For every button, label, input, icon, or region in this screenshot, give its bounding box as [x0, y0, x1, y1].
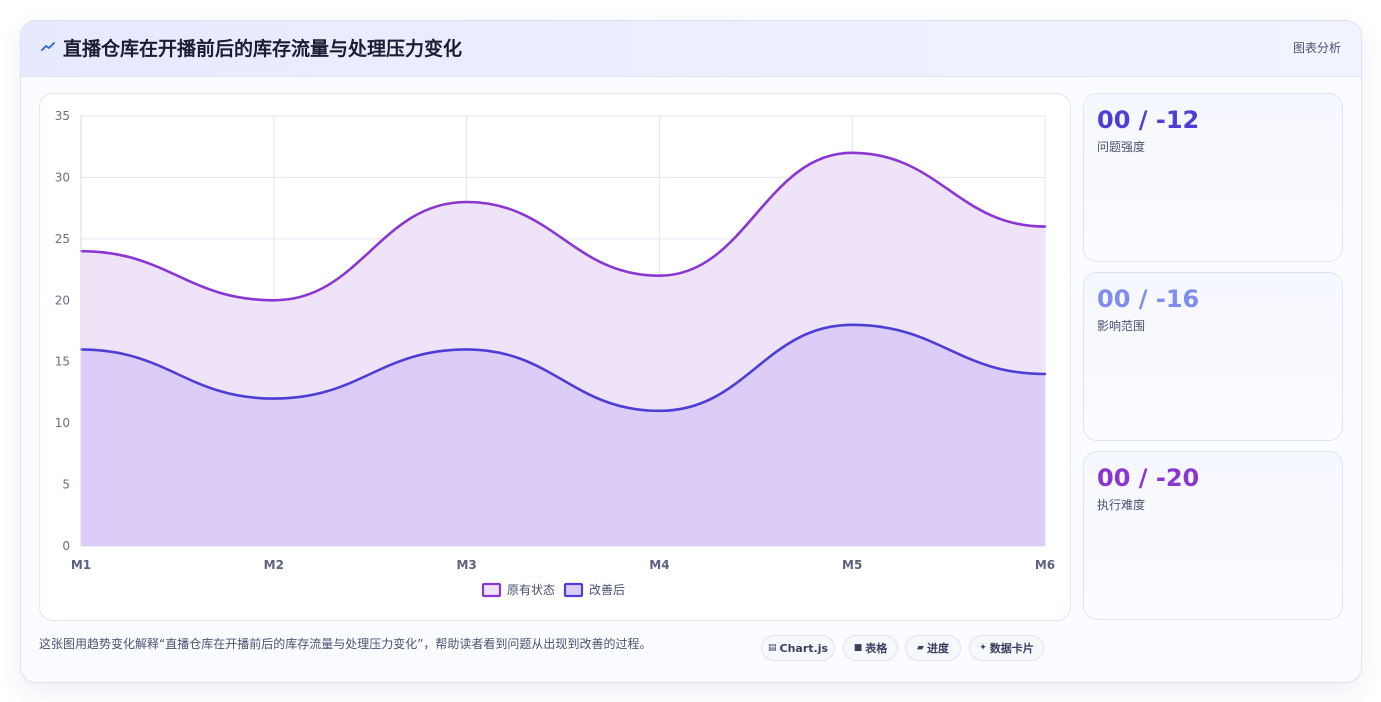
series-area-1: [81, 324, 1045, 546]
series-line-1: [80, 323, 1046, 413]
y-tick-label: 30: [55, 170, 70, 184]
chartjs-pill[interactable]: ▤ Chart.js: [761, 635, 835, 661]
metric-label: 问题强度: [1097, 140, 1146, 154]
pill-label: Chart.js: [779, 641, 829, 655]
x-tick-label: M6: [1035, 558, 1055, 572]
metric-card-execution-difficulty: 00 / -20 执行难度: [1083, 451, 1343, 620]
data-point: [1043, 225, 1047, 228]
metric-card-impact-scope: 00 / -16 影响范围: [1083, 272, 1343, 441]
chart-analysis-tag: 图表分析: [1292, 41, 1341, 55]
trend-icon: [41, 42, 55, 51]
data-point: [465, 348, 468, 351]
series-line-0: [80, 151, 1046, 302]
data-point: [851, 151, 854, 155]
data-point: [1043, 372, 1047, 376]
x-tick-label: M1: [71, 558, 91, 572]
data-point: [658, 409, 661, 413]
metric-label: 执行难度: [1097, 498, 1146, 512]
x-tick-label: M5: [842, 558, 862, 572]
legend-swatch: [481, 582, 502, 598]
chart-panel: 0 5 10 15 20 25 30 35 M1 M2 M3 M4 M5 M6 原有状态 改善后: [39, 93, 1071, 621]
y-tick-label: 5: [62, 478, 70, 492]
x-tick-label: M2: [264, 558, 284, 572]
legend-swatch: [563, 582, 584, 598]
y-tick-label: 10: [55, 416, 70, 430]
sparkle-icon: ✦: [979, 643, 987, 653]
data-point: [272, 397, 275, 400]
table-icon: ■: [853, 643, 863, 653]
data-card-pill[interactable]: ✦ 数据卡片: [969, 635, 1044, 661]
y-tick-label: 0: [62, 539, 70, 553]
data-point: [851, 323, 854, 327]
chart-icon: ▤: [767, 643, 777, 653]
y-tick-label: 35: [55, 109, 70, 123]
x-tick-label: M4: [649, 558, 669, 572]
progress-icon: ▰: [917, 643, 924, 653]
data-point: [658, 274, 661, 277]
chart-description: 这张图用趋势变化解释“直播仓库在开播前后的库存流量与处理压力变化”，帮助读者看到…: [39, 637, 652, 651]
x-tick-label: M3: [456, 558, 476, 572]
y-tick-label: 20: [55, 293, 70, 307]
metric-value: 00 / -12: [1097, 106, 1200, 134]
y-tick-label: 25: [55, 232, 70, 246]
area-chart: 0 5 10 15 20 25 30 35 M1 M2 M3 M4 M5 M6 原有状态 改善后: [55, 109, 1055, 598]
data-point: [272, 299, 275, 302]
metric-label: 影响范围: [1097, 319, 1146, 333]
legend-label: 原有状态: [507, 583, 555, 597]
card-header: 直播仓库在开播前后的库存流量与处理压力变化 图表分析: [21, 21, 1361, 77]
metric-value: 00 / -20: [1097, 464, 1200, 492]
table-pill[interactable]: ■ 表格: [843, 635, 898, 661]
legend-label: 改善后: [589, 582, 625, 597]
progress-pill[interactable]: ▰ 进度: [905, 635, 961, 661]
metric-value: 00 / -16: [1097, 285, 1200, 313]
metric-card-problem-intensity: 00 / -12 问题强度: [1083, 93, 1343, 262]
data-point: [465, 200, 468, 204]
pill-label: 表格: [865, 642, 888, 655]
page-title: 直播仓库在开播前后的库存流量与处理压力变化: [63, 38, 463, 60]
pill-label: 数据卡片: [989, 642, 1034, 655]
y-tick-label: 15: [55, 355, 70, 369]
chart-card: 直播仓库在开播前后的库存流量与处理压力变化 图表分析 0 5 10 15 20 25 30 3…: [20, 20, 1362, 683]
pill-label: 进度: [926, 642, 949, 655]
